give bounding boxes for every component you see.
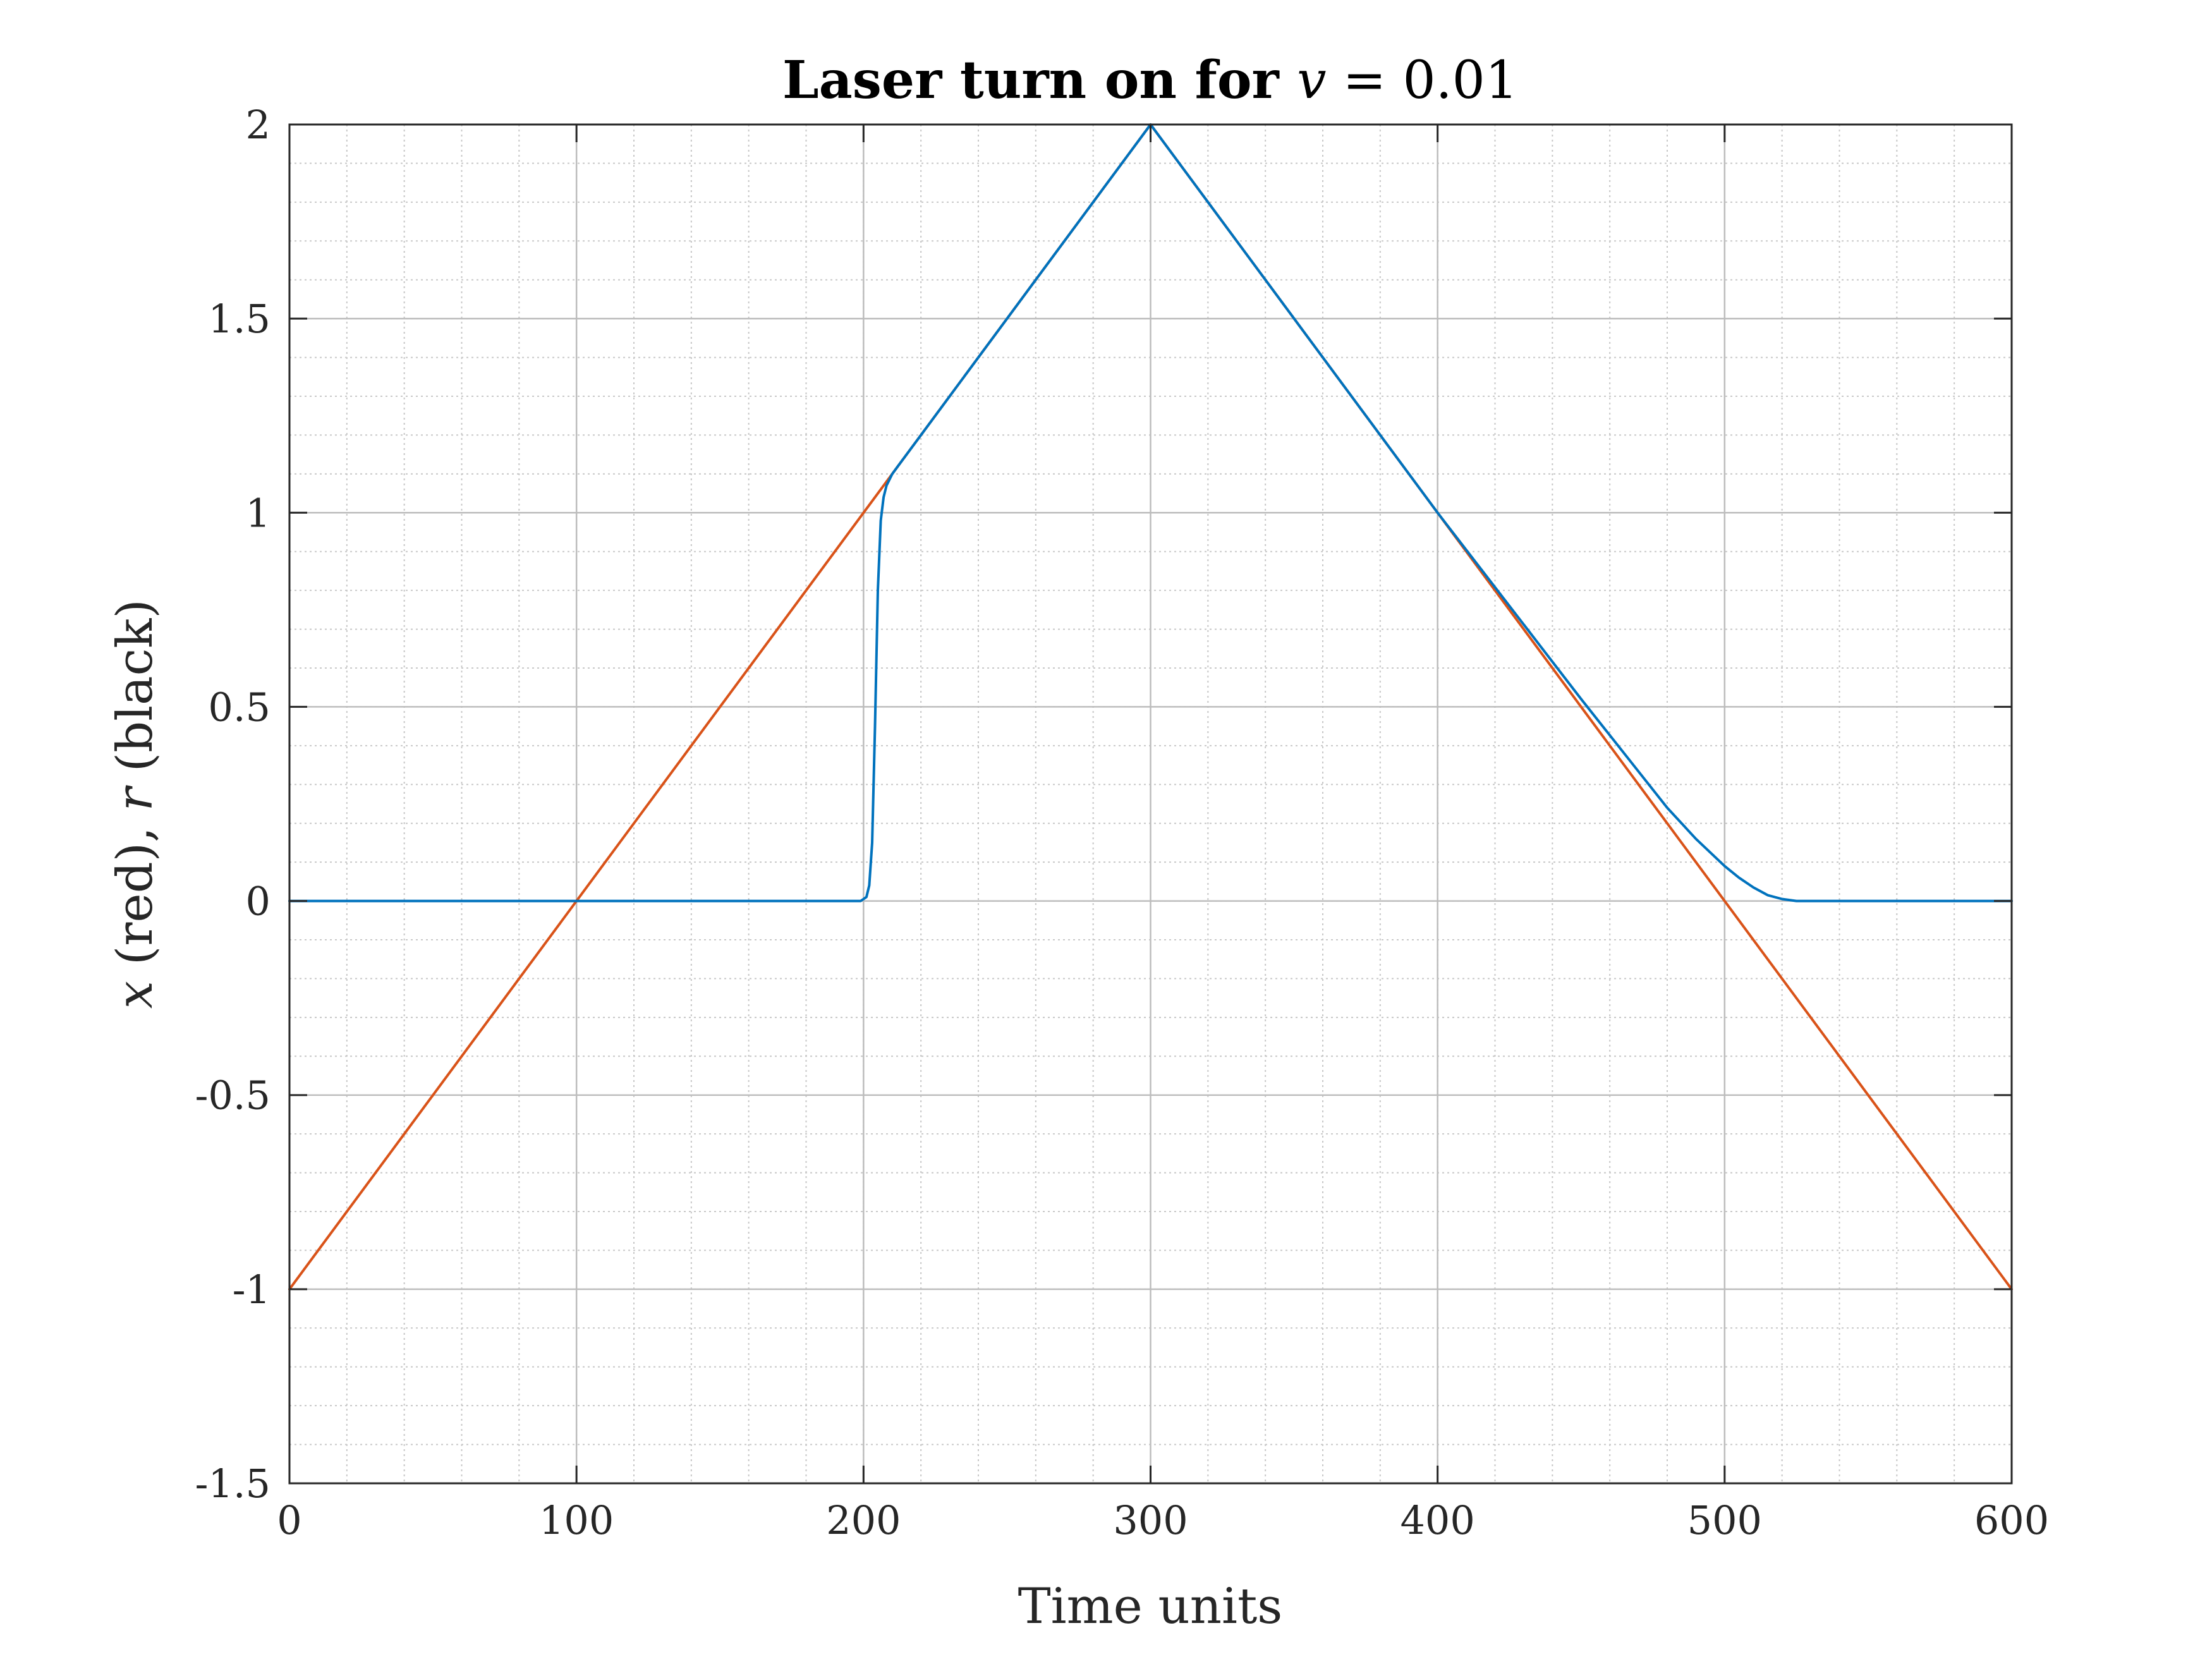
series-line-1 bbox=[288, 123, 2013, 902]
title-value: = 0.01 bbox=[1327, 51, 1518, 111]
y-label-text-1: (red), bbox=[107, 811, 164, 981]
y-tick-label: -1 bbox=[233, 1267, 270, 1313]
y-tick-label: -1.5 bbox=[195, 1461, 270, 1507]
y-tick-label: 2 bbox=[246, 102, 270, 148]
y-tick-label: 1 bbox=[246, 490, 270, 536]
x-tick-label: 100 bbox=[539, 1497, 614, 1543]
y-label-text-2: (black) bbox=[107, 599, 164, 787]
tick-labels: 0 100 200 300 400 500 600 -1.5 -1 -0.5 0 0.5 1 1.5 2 bbox=[195, 102, 2049, 1543]
chart-title: Laser turn on for v = 0.01 bbox=[782, 50, 1518, 111]
x-tick-label: 0 bbox=[277, 1497, 301, 1543]
x-tick-label: 200 bbox=[826, 1497, 901, 1543]
x-axis-label: Time units bbox=[1018, 1578, 1283, 1635]
x-tick-label: 500 bbox=[1687, 1497, 1762, 1543]
title-variable: v bbox=[1297, 51, 1326, 111]
y-tick-label: 0.5 bbox=[208, 684, 270, 730]
y-label-var-r: r bbox=[107, 784, 164, 811]
y-axis-label: x (red), r (black) bbox=[107, 599, 164, 1009]
title-bold-text: Laser turn on for bbox=[782, 50, 1297, 111]
x-tick-label: 400 bbox=[1400, 1497, 1474, 1543]
y-tick-label: 0 bbox=[246, 878, 270, 925]
x-tick-label: 600 bbox=[1974, 1497, 2049, 1543]
x-tick-label: 300 bbox=[1113, 1497, 1188, 1543]
y-tick-label: 1.5 bbox=[208, 296, 270, 342]
y-label-var-x: x bbox=[107, 981, 164, 1009]
ticks bbox=[288, 123, 2013, 1485]
y-tick-label: -0.5 bbox=[195, 1073, 270, 1119]
